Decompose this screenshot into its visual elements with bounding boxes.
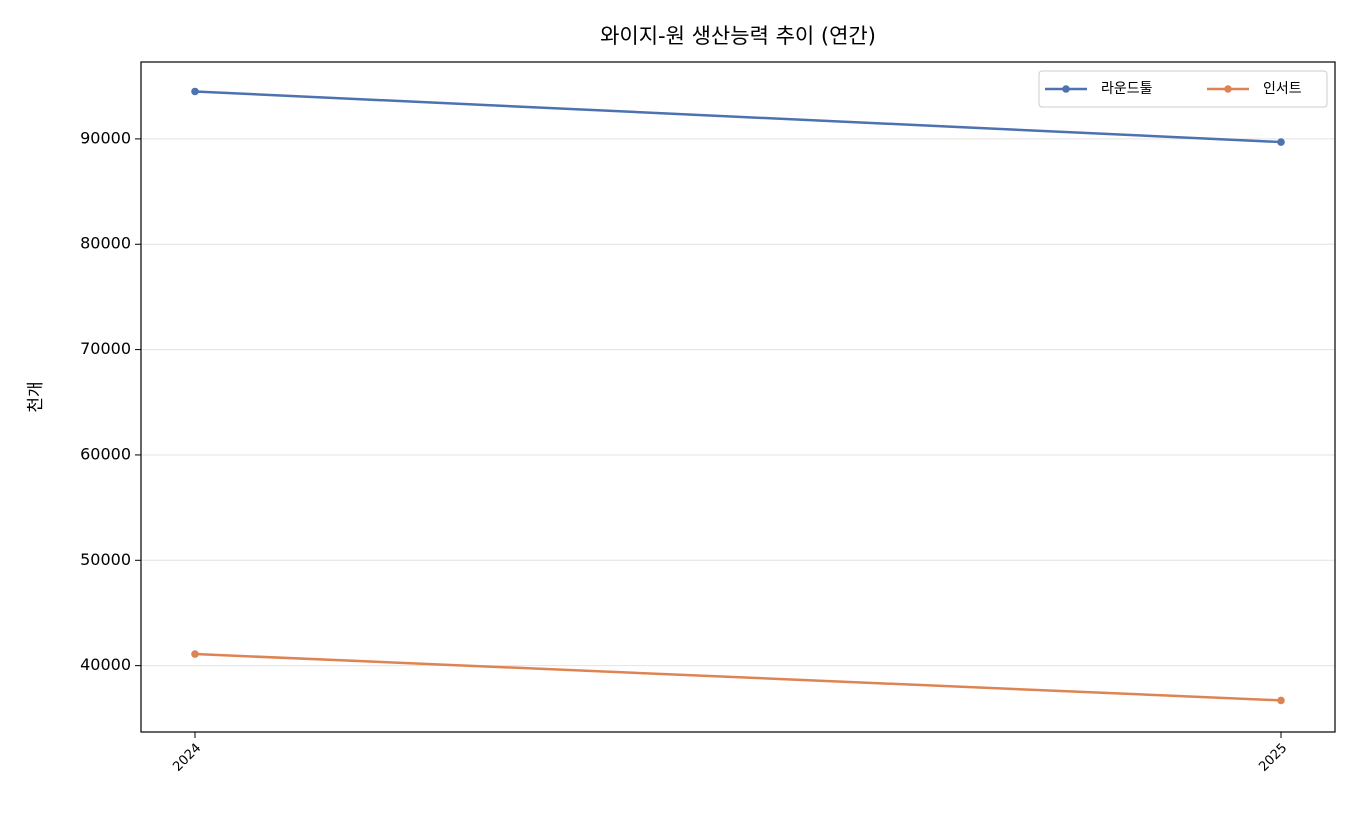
y-tick-label: 70000	[80, 339, 131, 358]
legend-label: 인서트	[1263, 81, 1302, 97]
point	[1277, 138, 1285, 146]
y-tick-label: 80000	[80, 234, 131, 253]
legend-label: 라운드툴	[1101, 81, 1153, 97]
x-tick-label: 2024	[170, 741, 204, 775]
legend: 라운드툴 인서트	[1038, 70, 1328, 108]
plot-frame	[140, 61, 1336, 733]
y-tick-label: 50000	[80, 550, 131, 569]
x-tick-label: 2025	[1256, 741, 1290, 775]
point	[191, 650, 199, 658]
y-tick-label: 60000	[80, 444, 131, 463]
series-line	[194, 652, 1282, 702]
y-axis-label: 천개	[26, 381, 46, 412]
point	[191, 87, 199, 96]
y-tick-label: 40000	[80, 655, 131, 674]
point	[1277, 696, 1285, 705]
y-tick-label: 90000	[80, 128, 131, 147]
legend-box	[1038, 70, 1328, 108]
chart-title: 와이지-원 생산능력 추이 (연간)	[600, 24, 876, 48]
legend-marker	[1224, 85, 1232, 93]
series-line	[194, 90, 1282, 144]
legend-marker	[1062, 85, 1070, 93]
